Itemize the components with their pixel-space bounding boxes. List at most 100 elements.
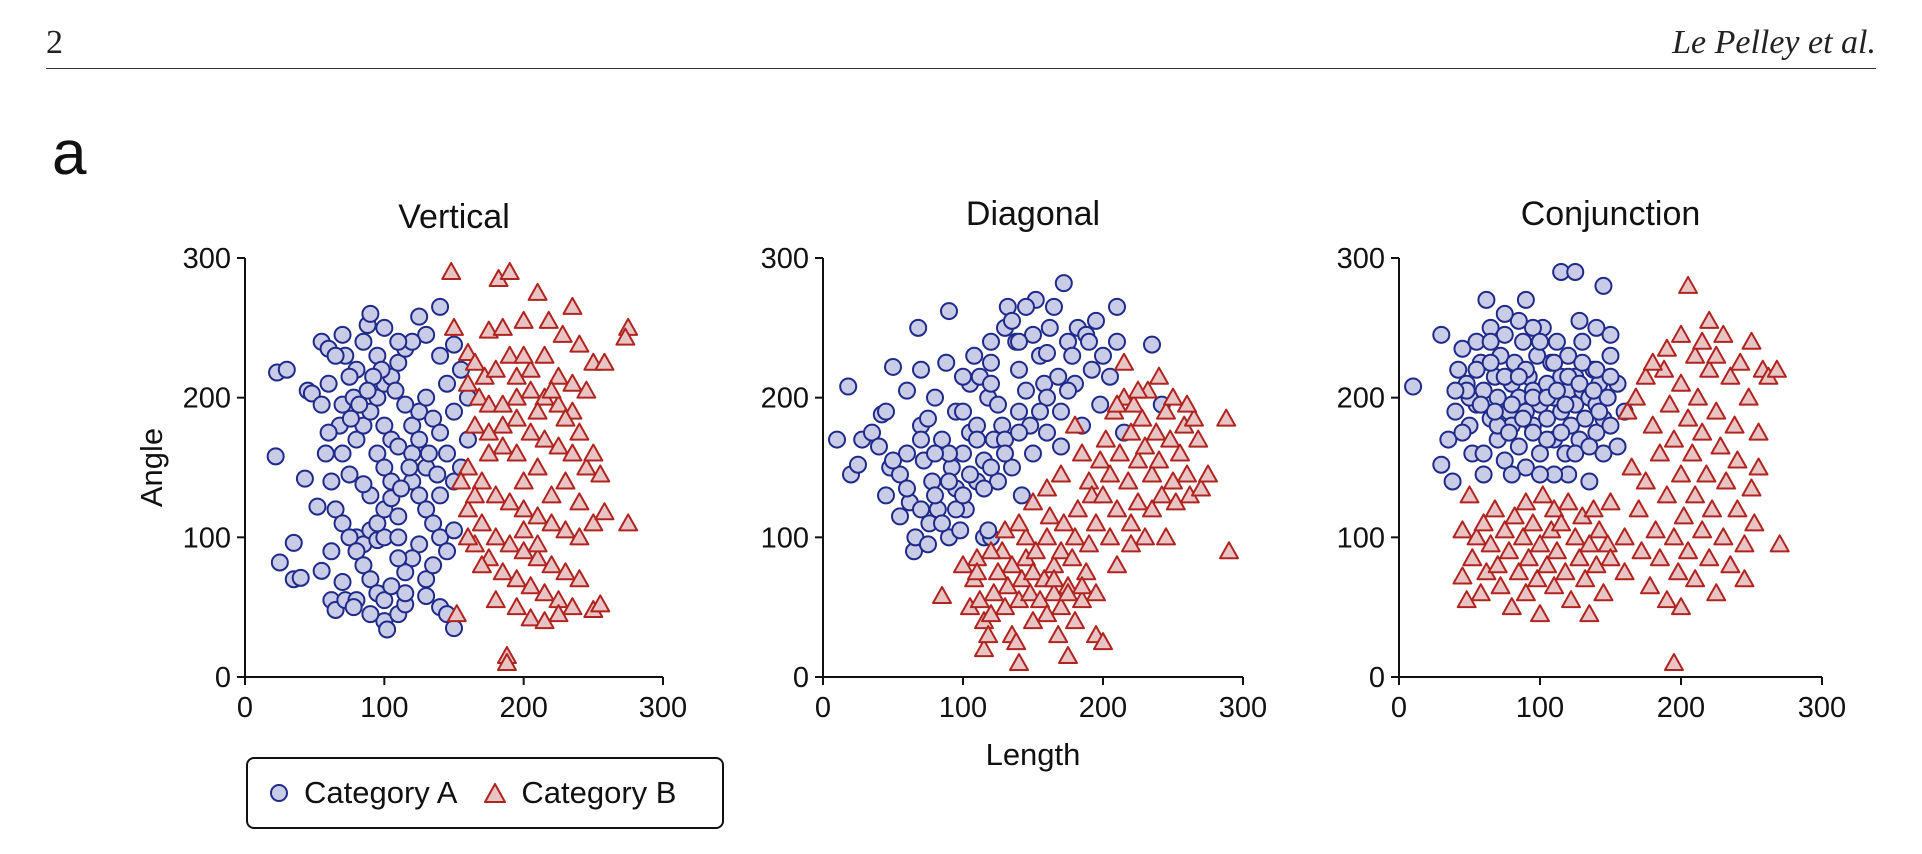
point-category-b <box>1614 527 1635 546</box>
point-category-a <box>1598 388 1617 407</box>
point-category-b <box>1456 590 1477 609</box>
point-category-a <box>419 444 438 463</box>
point-category-b <box>1121 513 1141 532</box>
point-category-a <box>361 605 380 624</box>
point-category-a <box>937 353 956 372</box>
point-category-b <box>1635 471 1656 490</box>
point-category-a <box>417 388 436 407</box>
point-category-a <box>1570 374 1589 393</box>
series-category-b <box>1452 275 1790 672</box>
point-category-b <box>1044 569 1064 588</box>
point-category-a <box>1010 402 1028 421</box>
point-category-a <box>1087 311 1105 330</box>
point-category-a <box>1547 381 1566 400</box>
point-category-b <box>1530 604 1550 623</box>
point-category-a <box>410 402 429 421</box>
point-category-a <box>333 444 352 463</box>
point-category-a <box>1601 367 1620 386</box>
point-category-a <box>438 542 457 561</box>
point-category-b <box>583 513 604 532</box>
point-category-a <box>1024 444 1042 463</box>
legend-label-category-b: Category B <box>521 775 677 810</box>
point-category-b <box>1699 359 1720 378</box>
point-category-b <box>464 485 485 504</box>
point-category-b <box>1023 562 1043 581</box>
y-tick-label: 0 <box>793 662 809 694</box>
point-category-b <box>1642 415 1663 434</box>
point-category-b <box>1631 541 1652 560</box>
point-category-a <box>417 500 436 519</box>
point-category-b <box>478 443 499 462</box>
point-category-b <box>1671 597 1691 616</box>
point-category-a <box>1012 486 1031 505</box>
point-category-b <box>499 261 520 280</box>
point-category-a <box>291 568 310 587</box>
y-tick-label: 300 <box>1337 243 1385 275</box>
point-category-b <box>1734 534 1755 553</box>
panel-label: a <box>52 119 87 188</box>
point-category-a <box>1547 332 1566 351</box>
point-category-b <box>1188 429 1209 448</box>
y-tick-label: 100 <box>761 522 809 554</box>
point-category-b <box>1090 450 1111 469</box>
point-category-a <box>375 591 394 610</box>
point-category-a <box>1531 332 1549 351</box>
point-category-b <box>1135 527 1155 546</box>
point-category-a <box>316 444 335 463</box>
point-category-b <box>995 520 1015 539</box>
x-tick-label: 0 <box>237 692 253 724</box>
point-category-b <box>1593 583 1614 602</box>
point-category-b <box>1730 352 1751 371</box>
point-category-b <box>1600 548 1621 567</box>
legend-label-category-a: Category A <box>304 775 458 810</box>
point-category-b <box>1177 394 1197 413</box>
point-category-a <box>982 458 1000 477</box>
point-category-b <box>569 527 590 546</box>
point-category-a <box>428 465 447 484</box>
point-category-a <box>1573 353 1592 372</box>
point-category-b <box>1039 506 1060 525</box>
point-category-b <box>1741 331 1762 350</box>
point-category-a <box>1514 409 1533 428</box>
point-category-b <box>520 422 541 441</box>
point-category-b <box>1546 541 1567 560</box>
point-category-a <box>968 430 986 449</box>
point-category-b <box>1678 275 1699 294</box>
point-category-b <box>492 562 513 581</box>
point-category-b <box>1480 534 1501 553</box>
point-category-b <box>457 527 478 546</box>
point-category-b <box>1692 331 1713 350</box>
x-tick-label: 200 <box>499 692 547 724</box>
point-category-b <box>1727 499 1748 518</box>
point-category-b <box>1470 583 1491 602</box>
point-category-a <box>1509 367 1528 386</box>
point-category-a <box>1601 346 1620 365</box>
point-category-a <box>347 542 366 561</box>
point-category-b <box>1579 604 1600 623</box>
point-category-b <box>1466 527 1487 546</box>
point-category-b <box>1692 520 1713 539</box>
triangle-icon <box>484 783 507 803</box>
y-tick-label: 200 <box>761 383 809 415</box>
point-category-a <box>1453 339 1472 358</box>
point-category-a <box>1594 276 1613 295</box>
point-category-b <box>1671 464 1691 483</box>
point-category-b <box>1009 513 1029 532</box>
point-category-b <box>457 342 478 361</box>
point-category-a <box>1108 332 1126 351</box>
point-category-a <box>312 561 331 580</box>
point-category-a <box>1502 465 1521 484</box>
x-tick-label: 200 <box>1079 692 1127 724</box>
point-category-b <box>471 513 492 532</box>
point-category-b <box>1668 562 1689 581</box>
point-category-b <box>527 282 548 301</box>
point-category-a <box>1587 360 1606 379</box>
point-category-b <box>1128 492 1148 511</box>
point-category-a <box>386 381 405 400</box>
point-category-b <box>583 443 604 462</box>
point-category-b <box>1135 436 1155 455</box>
point-category-a <box>1432 325 1451 344</box>
point-category-a <box>933 430 951 449</box>
point-category-b <box>1095 429 1116 448</box>
point-category-b <box>1160 429 1181 448</box>
